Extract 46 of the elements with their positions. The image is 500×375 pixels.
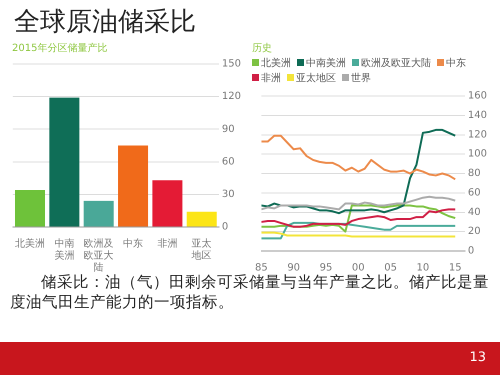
y-tick-label: 30	[222, 188, 235, 200]
chart-title: 历史	[252, 42, 273, 55]
bar	[152, 180, 182, 226]
bar	[14, 190, 46, 226]
x-tick-label: 95	[320, 262, 332, 274]
x-tick-label: 10	[416, 262, 430, 274]
x-tick-label: 亚太地区	[190, 238, 212, 262]
legend-label: 北美洲	[260, 56, 291, 70]
x-tick-label: 05	[384, 262, 397, 274]
bar	[118, 146, 148, 226]
footer-strip: 13	[0, 342, 500, 375]
y-tick-label: 60	[222, 156, 235, 168]
y-tick-label: 120	[222, 91, 242, 102]
legend-label: 非洲	[260, 72, 281, 85]
y-tick-label: 60	[468, 187, 481, 198]
y-tick-label: 0	[222, 222, 228, 233]
legend-label: 欧洲及欧亚大陆	[360, 56, 431, 70]
legend-label: 中东	[445, 56, 466, 70]
y-tick-label: 150	[222, 58, 242, 70]
x-tick-label: 中南美洲	[54, 238, 74, 262]
x-tick-label: 00	[352, 262, 365, 274]
x-tick-label: 15	[448, 262, 462, 274]
y-tick-label: 80	[468, 168, 481, 180]
x-tick-label: 北美洲	[15, 238, 45, 250]
y-tick-label: 100	[468, 148, 488, 160]
text: 全球原油储采比	[14, 6, 196, 39]
legend-label: 中南美洲	[305, 56, 346, 70]
text: 储采比：油（气）田剩余可采储量与当年产量之比。储产比是量度油气田生产能力的一项指标。	[10, 272, 490, 312]
y-tick-label: 40	[468, 206, 481, 218]
bar	[49, 98, 80, 226]
bar	[84, 200, 114, 226]
y-tick-label: 140	[468, 110, 488, 121]
x-tick-label: 非洲	[157, 238, 178, 250]
x-tick-label: 85	[254, 262, 268, 274]
bar	[186, 212, 217, 226]
y-tick-label: 20	[468, 226, 481, 238]
y-tick-label: 90	[222, 124, 235, 135]
x-tick-label: 欧洲及欧亚大陆	[84, 238, 114, 274]
y-tick-label: 0	[468, 246, 474, 257]
x-tick-label: 中东	[123, 238, 144, 250]
x-tick-label: 90	[287, 262, 300, 274]
legend-label: 世界	[350, 72, 371, 85]
chart-title: 2015年分区储量产比	[12, 42, 108, 55]
legend-label: 亚太地区	[295, 72, 336, 85]
y-tick-label: 120	[468, 129, 488, 140]
y-tick-label: 160	[468, 90, 488, 102]
